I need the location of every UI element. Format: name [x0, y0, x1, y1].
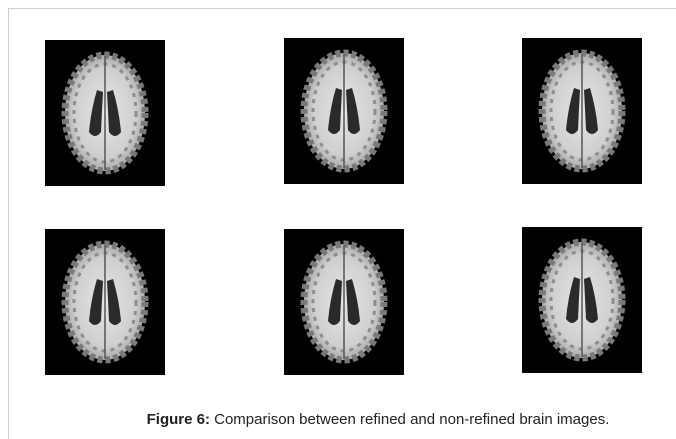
brain-image	[284, 38, 404, 184]
brain-image	[522, 38, 642, 184]
brain-image	[45, 40, 165, 186]
caption-label: Figure 6:	[147, 411, 210, 428]
caption-text: Comparison between refined and non-refin…	[214, 411, 609, 428]
brain-image	[284, 229, 404, 375]
figure-page: Figure 6: Comparison between refined and…	[0, 0, 676, 439]
brain-image	[522, 227, 642, 373]
figure-caption: Figure 6: Comparison between refined and…	[147, 411, 610, 428]
brain-image	[45, 229, 165, 375]
